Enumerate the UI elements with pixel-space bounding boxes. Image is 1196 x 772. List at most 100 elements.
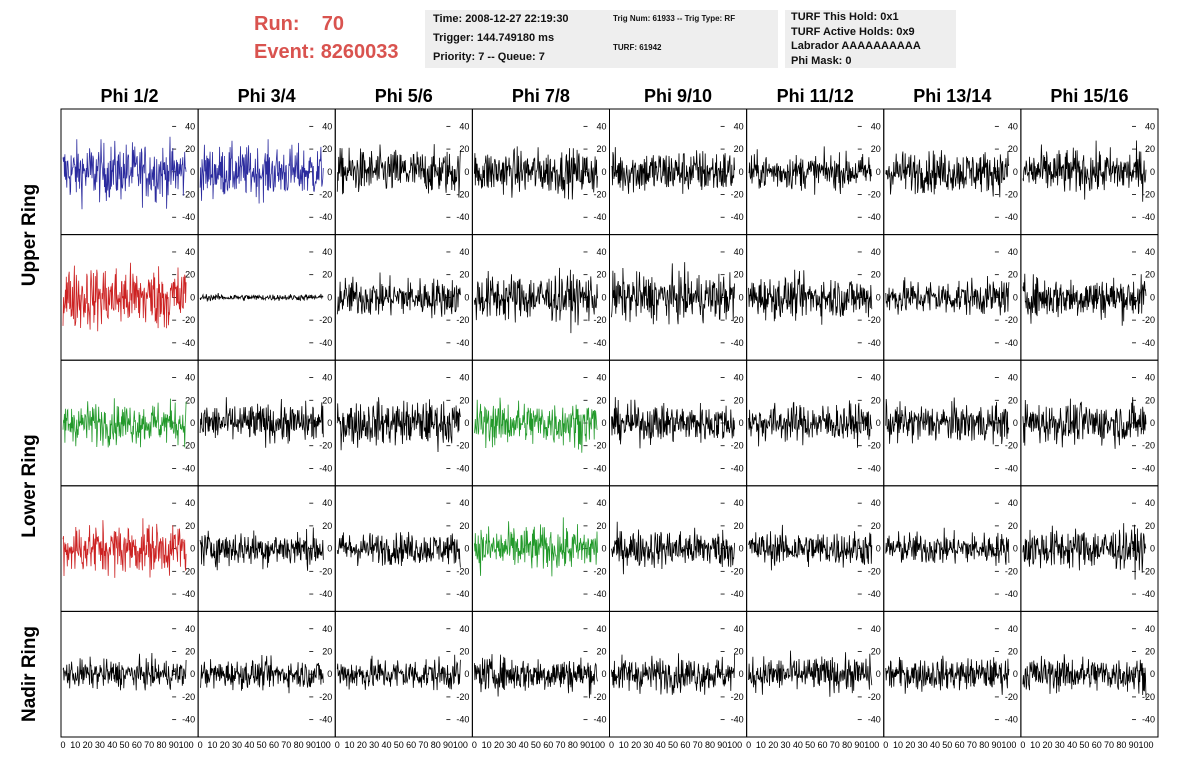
y-tick-label: 20 (1145, 521, 1155, 531)
y-tick-label: 0 (1013, 544, 1018, 554)
y-tick-label: 20 (596, 521, 606, 531)
y-tick-label: 0 (464, 418, 469, 428)
y-tick-label: 0 (739, 292, 744, 302)
y-tick-label: -20 (593, 190, 606, 200)
x-tick-label: 30 (506, 740, 516, 750)
y-tick-label: 20 (322, 395, 332, 405)
waveform-trace (748, 524, 873, 571)
y-tick-label: -20 (1142, 692, 1155, 702)
y-tick-label: 0 (601, 167, 606, 177)
y-tick-label: 40 (1145, 624, 1155, 634)
y-tick-label: -40 (593, 715, 606, 725)
x-tick-label: 20 (83, 740, 93, 750)
x-tick-label: 60 (680, 740, 690, 750)
waveform-trace (748, 146, 873, 195)
run-value: 70 (321, 13, 345, 35)
waveform-trace (336, 531, 461, 568)
x-tick-label: 10 (893, 740, 903, 750)
waveform-trace (885, 527, 1010, 566)
x-tick-label: 40 (1067, 740, 1077, 750)
y-tick-label: 20 (596, 646, 606, 656)
y-tick-label: -20 (1005, 566, 1018, 576)
x-tick-label: 40 (381, 740, 391, 750)
x-tick-label: 100 (316, 740, 331, 750)
y-tick-label: 20 (459, 646, 469, 656)
y-tick-label: 40 (596, 373, 606, 383)
waveform-trace (336, 654, 461, 691)
turf-active-holds-text: TURF Active Holds: 0x9 (791, 25, 915, 38)
y-tick-label: 20 (322, 270, 332, 280)
column-header: Phi 7/8 (511, 86, 570, 106)
x-tick-label: 0 (335, 740, 340, 750)
waveform-trace (885, 150, 1010, 198)
y-tick-label: 0 (1013, 669, 1018, 679)
x-tick-label: 20 (905, 740, 915, 750)
y-tick-label: -40 (1005, 589, 1018, 599)
y-tick-label: 0 (327, 167, 332, 177)
y-tick-label: -20 (731, 190, 744, 200)
run-event-block: Run: 70 Event: 8260033 (254, 10, 399, 66)
waveform-trace (611, 397, 735, 449)
x-tick-label: 100 (864, 740, 879, 750)
x-tick-label: 0 (609, 740, 614, 750)
y-tick-label: -20 (319, 566, 332, 576)
y-tick-label: 20 (871, 646, 881, 656)
y-tick-label: -20 (868, 566, 881, 576)
y-tick-label: -20 (1142, 315, 1155, 325)
x-tick-label: 50 (668, 740, 678, 750)
x-tick-label: 30 (643, 740, 653, 750)
waveform-trace (611, 147, 735, 194)
y-tick-label: -40 (319, 212, 332, 222)
x-tick-label: 70 (830, 740, 840, 750)
phi-mask-text: Phi Mask: 0 (791, 54, 852, 67)
y-tick-label: -20 (1005, 692, 1018, 702)
y-tick-label: -40 (868, 212, 881, 222)
column-header: Phi 15/16 (1050, 86, 1129, 106)
y-tick-label: 20 (185, 521, 195, 531)
y-tick-label: 40 (871, 121, 881, 131)
y-tick-label: 0 (1150, 292, 1155, 302)
y-tick-label: -20 (1005, 190, 1018, 200)
y-tick-label: -20 (182, 315, 195, 325)
x-tick-label: 40 (107, 740, 117, 750)
x-tick-label: 0 (1020, 740, 1025, 750)
y-tick-label: 20 (459, 144, 469, 154)
y-tick-label: 40 (734, 121, 744, 131)
y-tick-label: 40 (459, 247, 469, 257)
x-tick-label: 20 (494, 740, 504, 750)
y-tick-label: -20 (593, 692, 606, 702)
y-tick-label: -20 (1005, 315, 1018, 325)
y-tick-label: -40 (868, 715, 881, 725)
y-tick-label: -20 (868, 692, 881, 702)
y-tick-label: 0 (1150, 544, 1155, 554)
y-tick-label: 40 (185, 624, 195, 634)
waveform-trace (336, 144, 461, 198)
y-tick-label: 20 (596, 144, 606, 154)
waveform-trace (199, 139, 324, 204)
waveform-trace (611, 262, 735, 325)
x-tick-label: 20 (220, 740, 230, 750)
event-row: Event: 8260033 (254, 38, 399, 66)
x-tick-label: 30 (95, 740, 105, 750)
x-tick-label: 10 (619, 740, 629, 750)
y-tick-label: 40 (596, 121, 606, 131)
x-tick-label: 70 (967, 740, 977, 750)
y-tick-label: 40 (185, 247, 195, 257)
x-tick-label: 70 (281, 740, 291, 750)
y-tick-label: 40 (185, 498, 195, 508)
y-tick-label: -20 (1142, 190, 1155, 200)
x-tick-label: 90 (580, 740, 590, 750)
y-tick-label: 20 (1145, 395, 1155, 405)
y-tick-label: 0 (739, 167, 744, 177)
x-tick-label: 50 (531, 740, 541, 750)
column-header: Phi 5/6 (374, 86, 433, 106)
y-tick-label: 20 (1145, 646, 1155, 656)
y-tick-label: -40 (319, 715, 332, 725)
y-tick-label: -40 (1005, 463, 1018, 473)
x-tick-label: 60 (132, 740, 142, 750)
x-tick-label: 100 (1138, 740, 1153, 750)
y-tick-label: 40 (1145, 498, 1155, 508)
y-tick-label: 0 (327, 292, 332, 302)
y-tick-label: 20 (322, 144, 332, 154)
